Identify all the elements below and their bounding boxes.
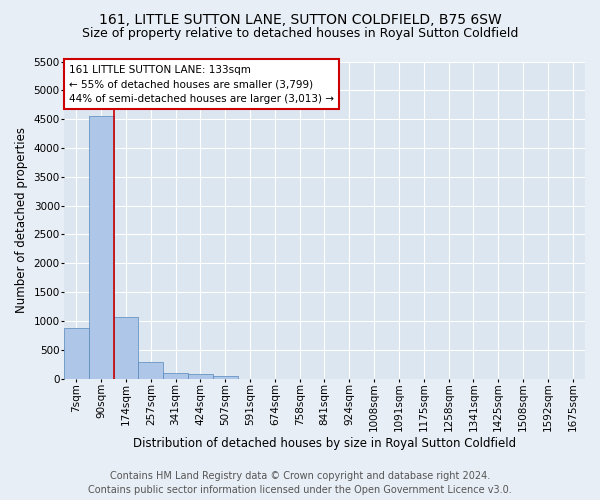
Text: 161 LITTLE SUTTON LANE: 133sqm
← 55% of detached houses are smaller (3,799)
44% : 161 LITTLE SUTTON LANE: 133sqm ← 55% of … — [69, 64, 334, 104]
X-axis label: Distribution of detached houses by size in Royal Sutton Coldfield: Distribution of detached houses by size … — [133, 437, 516, 450]
Text: Contains HM Land Registry data © Crown copyright and database right 2024.
Contai: Contains HM Land Registry data © Crown c… — [88, 471, 512, 495]
Bar — [213, 376, 238, 378]
Bar — [188, 374, 213, 378]
Text: 161, LITTLE SUTTON LANE, SUTTON COLDFIELD, B75 6SW: 161, LITTLE SUTTON LANE, SUTTON COLDFIEL… — [98, 12, 502, 26]
Y-axis label: Number of detached properties: Number of detached properties — [15, 127, 28, 313]
Bar — [163, 374, 188, 378]
Text: Size of property relative to detached houses in Royal Sutton Coldfield: Size of property relative to detached ho… — [82, 28, 518, 40]
Bar — [113, 318, 139, 378]
Bar — [139, 362, 163, 378]
Bar — [89, 116, 113, 378]
Bar — [64, 328, 89, 378]
